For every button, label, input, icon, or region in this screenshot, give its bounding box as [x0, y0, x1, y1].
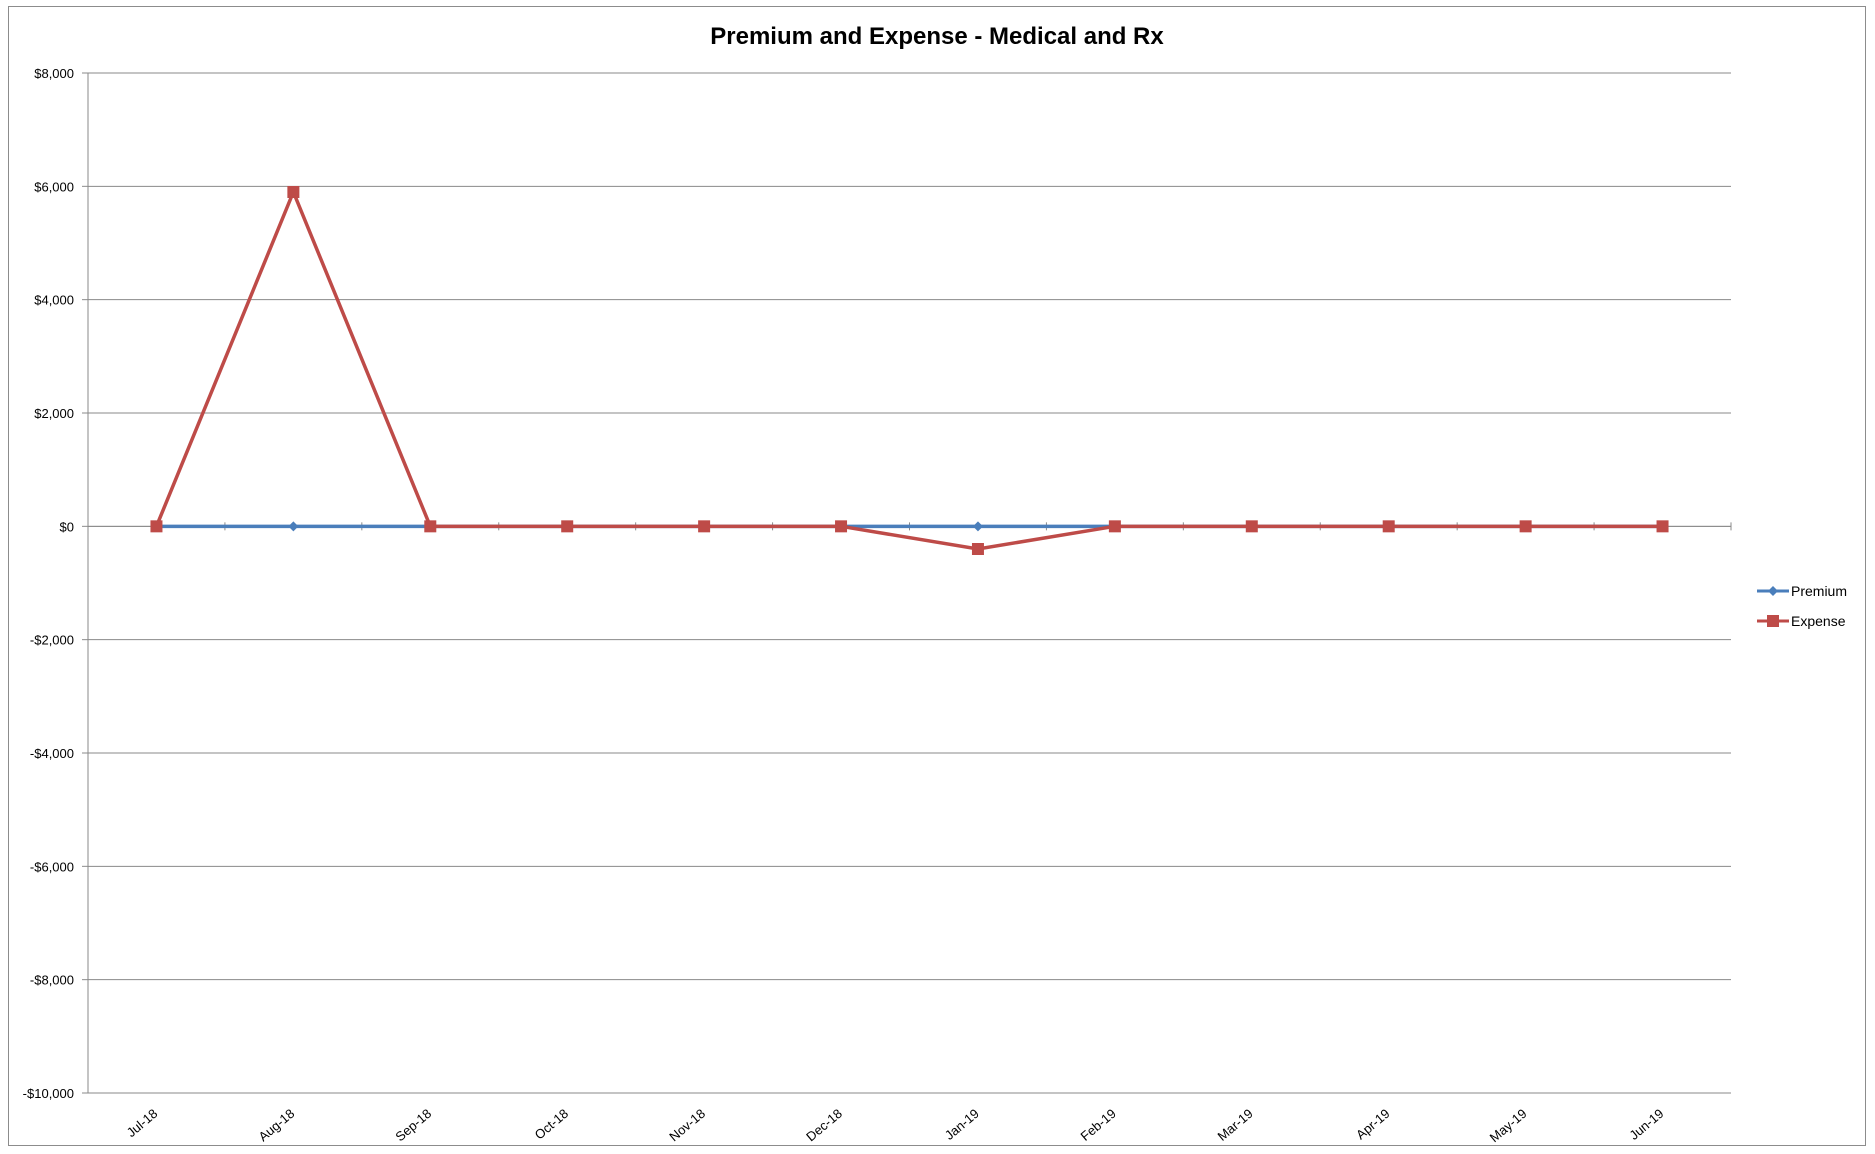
x-tick-label: May-19 — [1487, 1106, 1530, 1145]
expense-point — [1519, 520, 1532, 533]
expense-line — [154, 187, 1663, 551]
x-tick-label: Nov-18 — [666, 1106, 708, 1144]
gridlines — [82, 72, 1731, 1094]
y-tick-label: -$8,000 — [30, 973, 74, 988]
y-axis-tick-labels: $8,000 $6,000 $4,000 $2,000 $0 -$2,000 -$4,000… — [23, 66, 74, 1101]
y-tick-label: -$10,000 — [23, 1086, 74, 1101]
expense-point — [1656, 520, 1669, 533]
y-tick-label: -$2,000 — [30, 633, 74, 648]
x-tick-label: Oct-18 — [532, 1106, 572, 1143]
y-tick-label: $0 — [60, 519, 74, 534]
premium-point — [972, 521, 983, 532]
x-tick-label: Jun-19 — [1626, 1106, 1666, 1143]
x-tick-label: Feb-19 — [1078, 1106, 1119, 1144]
legend: Premium Expense — [1757, 583, 1847, 629]
chart-frame — [8, 6, 1866, 1146]
expense-series — [154, 187, 1663, 551]
legend-entry-expense: Expense — [1757, 613, 1846, 629]
chart-title: Premium and Expense - Medical and Rx — [710, 23, 1164, 50]
y-tick-label: -$6,000 — [30, 859, 74, 874]
expense-point — [287, 186, 300, 198]
legend-label: Premium — [1791, 583, 1847, 599]
x-tick-label: Mar-19 — [1215, 1106, 1256, 1144]
expense-markers — [150, 186, 1669, 555]
legend-label: Expense — [1791, 613, 1846, 629]
y-tick-label: -$4,000 — [30, 746, 74, 761]
expense-point — [424, 520, 437, 533]
y-tick-label: $6,000 — [34, 179, 74, 194]
x-tick-label: Dec-18 — [803, 1106, 845, 1144]
series-group — [150, 186, 1669, 555]
y-tick-label: $4,000 — [34, 293, 74, 308]
premium-point — [288, 521, 299, 532]
legend-entry-premium: Premium — [1757, 583, 1847, 599]
expense-point — [1108, 520, 1121, 533]
expense-point — [1382, 520, 1395, 533]
expense-point — [561, 520, 574, 533]
x-tick-label: Sep-18 — [392, 1106, 434, 1144]
expense-point — [971, 543, 984, 555]
x-tick-label: Apr-19 — [1353, 1106, 1393, 1143]
x-tick-label: Jul-18 — [124, 1106, 161, 1140]
premium-point — [1768, 586, 1778, 596]
x-tick-label: Jan-19 — [942, 1106, 982, 1143]
y-tick-label: $8,000 — [34, 66, 74, 81]
x-axis-tick-labels: Jul-18 Aug-18 Sep-18 Oct-18 Nov-18 Dec-18 Jan-… — [124, 1106, 1667, 1145]
expense-point — [835, 520, 848, 533]
x-tick-label: Aug-18 — [256, 1106, 298, 1144]
y-tick-label: $2,000 — [34, 406, 74, 421]
expense-point — [698, 520, 711, 533]
expense-point — [1767, 615, 1779, 627]
expense-point — [1245, 520, 1258, 533]
expense-point — [150, 520, 163, 533]
